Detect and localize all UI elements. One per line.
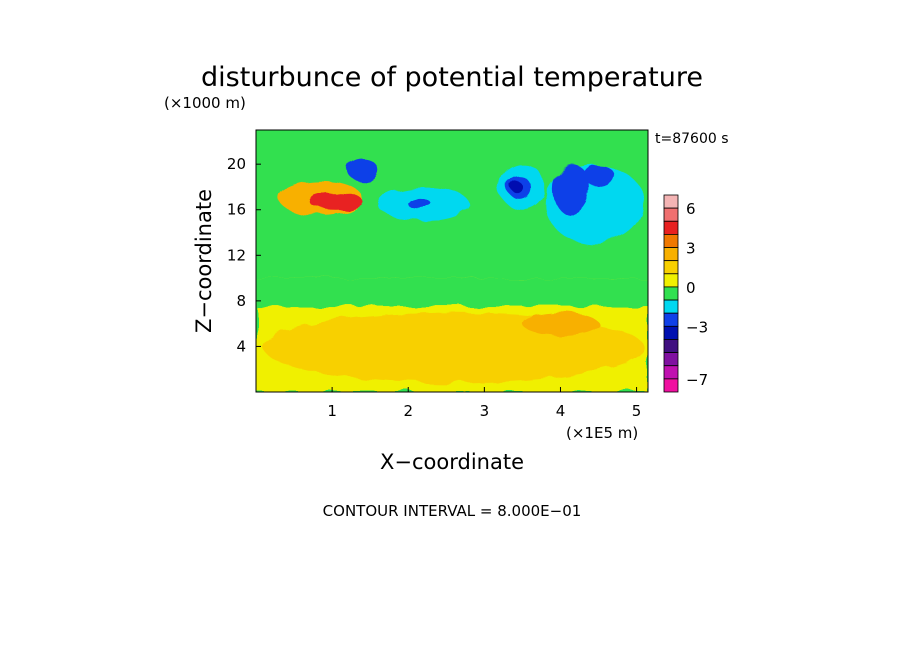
contour-region-5	[309, 192, 363, 210]
colorbar-swatch	[663, 207, 679, 222]
y-tick-label: 4	[236, 337, 246, 355]
time-label: t=87600 s	[655, 131, 729, 147]
x-unit-label: (×1E5 m)	[566, 424, 638, 442]
y-tick-label: 20	[227, 155, 246, 173]
colorbar-swatch	[663, 286, 679, 301]
colorbar-swatch	[663, 273, 679, 288]
plot-area	[256, 130, 648, 392]
contour-region-7	[408, 198, 432, 210]
colorbar-labels: 6 3 0 −3 −7	[686, 200, 708, 389]
colorbar-label: 6	[686, 200, 696, 218]
y-tick-label: 16	[227, 201, 246, 219]
x-tick-label: 2	[403, 402, 413, 420]
colorbar-swatch	[663, 194, 679, 209]
contour-region-13	[552, 164, 591, 216]
contour-interval-label: CONTOUR INTERVAL = 8.000E−01	[323, 502, 582, 520]
plot-frame	[255, 129, 649, 393]
colorbar-swatch	[663, 339, 679, 354]
contour-region-15	[522, 312, 599, 336]
colorbar-swatch	[663, 352, 679, 367]
chart-title: disturbunce of potential temperature	[201, 62, 703, 93]
colorbar-swatch	[663, 325, 679, 340]
colorbar-swatch	[663, 365, 679, 380]
colorbar-label: 3	[686, 240, 696, 258]
colorbar-label: −3	[686, 318, 708, 336]
x-tick-label: 3	[480, 402, 490, 420]
y-tick-label: 8	[236, 292, 246, 310]
x-tick-label: 4	[556, 402, 566, 420]
contour-fields	[256, 130, 648, 392]
x-axis-title: X−coordinate	[380, 450, 524, 474]
colorbar-swatch	[663, 260, 679, 275]
colorbar	[663, 194, 679, 393]
y-axis-ticks: 4 8 12 16 20	[227, 155, 261, 355]
contour-region-11	[510, 181, 523, 193]
colorbar-label: −7	[686, 371, 708, 389]
contour-region-2	[256, 278, 648, 307]
x-tick-label: 1	[327, 402, 337, 420]
y-tick-label: 12	[227, 246, 246, 264]
colorbar-swatch	[663, 233, 679, 248]
y-axis-title: Z−coordinate	[192, 189, 216, 333]
x-tick-label: 5	[632, 402, 642, 420]
colorbar-label: 0	[686, 279, 696, 297]
contour-region-8	[347, 158, 378, 182]
colorbar-swatch	[663, 378, 679, 393]
colorbar-swatch	[663, 247, 679, 262]
y-unit-label: (×1000 m)	[164, 94, 246, 112]
colorbar-swatch	[663, 220, 679, 235]
contour-region-14	[583, 164, 614, 187]
x-axis-ticks: 1 2 3 4 5	[327, 387, 641, 420]
colorbar-swatch	[663, 299, 679, 314]
colorbar-swatch	[663, 312, 679, 327]
